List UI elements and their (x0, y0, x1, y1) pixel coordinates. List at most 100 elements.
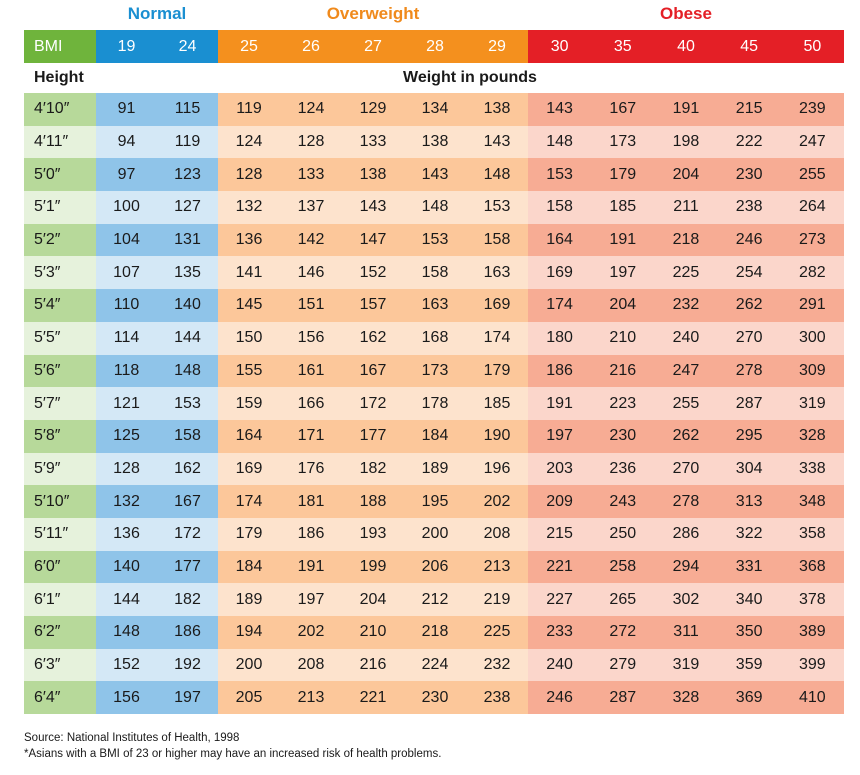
weight-cell: 179 (466, 354, 528, 388)
weight-cell: 236 (591, 452, 655, 486)
weight-cell: 225 (654, 256, 718, 290)
weight-cell: 100 (96, 191, 157, 224)
weight-cell: 328 (780, 419, 844, 453)
weight-cell: 302 (654, 583, 718, 616)
weight-cell: 204 (654, 158, 718, 192)
weight-cell: 282 (780, 256, 844, 290)
weight-cell: 215 (717, 93, 781, 126)
weight-cell: 210 (342, 616, 404, 649)
weight-cell: 218 (404, 616, 466, 649)
bmi-value: 24 (157, 30, 218, 63)
table-row: 5′1″ 100 127 132 137 143 148 153 158 185 211 238 264 (24, 191, 844, 224)
weight-cell: 158 (528, 191, 592, 224)
height-cell: 5′3″ (24, 256, 96, 290)
weight-cell: 94 (96, 125, 157, 159)
weight-cell: 148 (96, 616, 157, 649)
table-row: 5′0″ 97 123 128 133 138 143 148 153 179 204 230 255 (24, 158, 844, 192)
table-row: 4′10″ 91 115 119 124 129 134 138 143 167 191 215 239 (24, 93, 844, 126)
bmi-value: 30 (528, 30, 592, 63)
weight-cell: 191 (591, 223, 655, 257)
weight-cell: 131 (157, 223, 218, 257)
weight-cell: 246 (717, 223, 781, 257)
weight-cell: 162 (157, 452, 218, 486)
weight-cell: 153 (466, 191, 528, 224)
asian-risk-note: *Asians with a BMI of 23 or higher may h… (24, 748, 442, 760)
weight-cell: 161 (280, 354, 342, 388)
weight-cell: 184 (218, 550, 280, 584)
weight-cell: 169 (528, 256, 592, 290)
height-cell: 5′10″ (24, 485, 96, 518)
source-note: Source: National Institutes of Health, 1… (24, 732, 240, 744)
weight-cell: 142 (280, 223, 342, 257)
weight-cell: 243 (591, 485, 655, 518)
weight-cell: 358 (780, 517, 844, 551)
weight-cell: 164 (528, 223, 592, 257)
weight-cell: 368 (780, 550, 844, 584)
weight-cell: 230 (404, 681, 466, 715)
table-row: 5′11″ 136 172 179 186 193 200 208 215 250 286 322 35… (24, 517, 844, 551)
weight-cell: 338 (780, 452, 844, 486)
weight-cell: 167 (591, 93, 655, 126)
weight-cell: 143 (466, 125, 528, 159)
bmi-value: 35 (591, 30, 655, 63)
weight-cell: 143 (404, 158, 466, 192)
weight-cell: 213 (280, 681, 342, 715)
weight-cell: 194 (218, 616, 280, 649)
weight-cell: 294 (654, 550, 718, 584)
weight-cell: 132 (218, 191, 280, 224)
weight-cell: 156 (96, 681, 157, 715)
weight-cell: 195 (404, 485, 466, 518)
height-cell: 6′1″ (24, 583, 96, 616)
category-normal: Normal (127, 4, 187, 23)
weight-cell: 273 (780, 223, 844, 257)
weight-cell: 148 (466, 158, 528, 192)
weight-cell: 224 (404, 648, 466, 682)
table-row: 5′10″ 132 167 174 181 188 195 202 209 243 278 313 34… (24, 485, 844, 518)
weight-cell: 128 (218, 158, 280, 192)
weight-cell: 213 (466, 550, 528, 584)
weight-cell: 184 (404, 419, 466, 453)
table-row: 5′7″ 121 153 159 166 172 178 185 191 223 255 287 319 (24, 387, 844, 420)
weight-cell: 185 (591, 191, 655, 224)
weight-cell: 340 (717, 583, 781, 616)
weight-cell: 270 (654, 452, 718, 486)
weight-cell: 172 (157, 517, 218, 551)
weight-cell: 287 (591, 681, 655, 715)
bmi-value: 40 (654, 30, 718, 63)
weight-cell: 186 (157, 616, 218, 649)
weight-cell: 295 (717, 419, 781, 453)
weight-cell: 181 (280, 485, 342, 518)
weight-cell: 135 (157, 256, 218, 290)
weight-cell: 148 (157, 354, 218, 388)
weight-cell: 258 (591, 550, 655, 584)
height-cell: 5′7″ (24, 387, 96, 420)
height-cell: 6′4″ (24, 681, 96, 715)
weight-cell: 250 (591, 517, 655, 551)
weight-cell: 238 (466, 681, 528, 715)
weight-cell: 153 (528, 158, 592, 192)
weight-cell: 180 (528, 321, 592, 355)
weight-cell: 182 (157, 583, 218, 616)
weight-cell: 204 (591, 289, 655, 322)
weight-cell: 197 (528, 419, 592, 453)
height-cell: 5′1″ (24, 191, 96, 224)
weight-cell: 309 (780, 354, 844, 388)
weight-cell: 173 (591, 125, 655, 159)
weight-cell: 218 (654, 223, 718, 257)
weight-cell: 190 (466, 419, 528, 453)
weight-cell: 278 (654, 485, 718, 518)
weight-cell: 177 (342, 419, 404, 453)
weight-cell: 179 (591, 158, 655, 192)
weight-cell: 262 (654, 419, 718, 453)
weight-cell: 173 (404, 354, 466, 388)
weight-cell: 240 (528, 648, 592, 682)
weight-cell: 216 (342, 648, 404, 682)
table-row: 4′11″ 94 119 124 128 133 138 143 148 173 198 222 247 (24, 125, 844, 159)
weight-cell: 240 (654, 321, 718, 355)
weight-cell: 166 (280, 387, 342, 420)
weight-cell: 254 (717, 256, 781, 290)
weight-cell: 378 (780, 583, 844, 616)
bmi-table-body: 4′10″ 91 115 119 124 129 134 138 143 167 191 215 239… (24, 93, 844, 715)
weight-cell: 319 (780, 387, 844, 420)
table-row: 5′8″ 125 158 164 171 177 184 190 197 230 262 295 328 (24, 419, 844, 453)
